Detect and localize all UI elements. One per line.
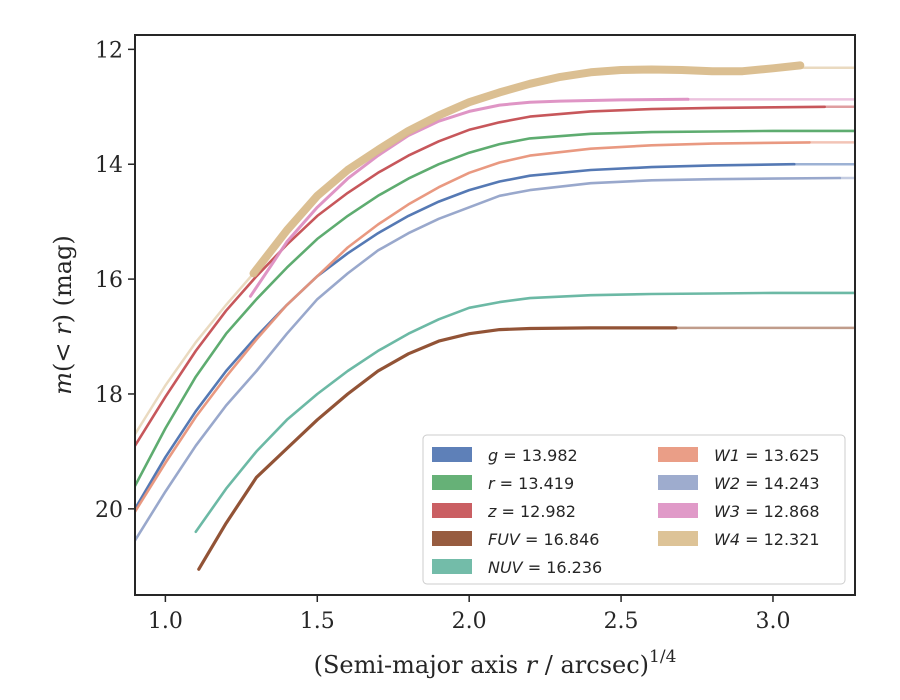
legend-item-w1: W1 = 13.625 <box>658 446 820 465</box>
legend-label: W1 = 13.625 <box>714 446 820 465</box>
legend-item-w4: W4 = 12.321 <box>658 530 820 549</box>
x-tick-label: 3.0 <box>755 609 790 634</box>
y-tick-label: 12 <box>95 38 123 63</box>
x-axis-ticks: 1.0 1.5 2.0 2.5 3.0 <box>148 595 790 634</box>
legend-box <box>422 434 846 585</box>
x-tick-label: 2.0 <box>452 609 487 634</box>
legend-item-nuv: NUV = 16.236 <box>432 558 602 577</box>
legend-label: W3 = 12.868 <box>714 502 820 521</box>
series-layer <box>135 61 855 571</box>
series-w1 <box>135 141 855 513</box>
series-r <box>135 129 855 488</box>
legend-item-r: r = 13.419 <box>432 474 574 493</box>
y-axis-label: m(< r) (mag) <box>49 235 77 395</box>
series-fuv-line <box>197 326 678 571</box>
legend-label: W2 = 14.243 <box>714 474 820 493</box>
legend-swatch <box>658 475 698 490</box>
series-z <box>135 105 855 447</box>
series-w2-line <box>135 176 842 542</box>
legend-item-w3: W3 = 12.868 <box>658 502 820 521</box>
series-w3 <box>248 97 855 298</box>
legend-item-z: z = 12.982 <box>432 502 576 521</box>
x-tick-label: 2.5 <box>604 609 639 634</box>
legend-swatch <box>432 531 472 546</box>
series-g-line <box>135 162 796 511</box>
legend-swatch <box>658 447 698 462</box>
series-w1-line <box>135 141 811 513</box>
y-tick-label: 18 <box>95 383 123 408</box>
legend-item-g: g = 13.982 <box>432 446 578 465</box>
legend-label: FUV = 16.846 <box>488 530 599 549</box>
series-w4-line <box>249 61 805 278</box>
legend-label: g = 13.982 <box>488 446 578 465</box>
legend-label: r = 13.419 <box>488 474 574 493</box>
legend-swatch <box>658 503 698 518</box>
x-tick-label: 1.0 <box>148 609 183 634</box>
legend: g = 13.982 r = 13.419 z = 12.982 FUV = 16.8… <box>422 434 846 585</box>
axes-frame <box>134 34 856 596</box>
x-tick-label: 1.5 <box>300 609 335 634</box>
series-z-line <box>135 105 826 447</box>
x-axis-label: (Semi-major axis r / arcsec)1/4 <box>314 647 677 679</box>
series-g <box>135 162 855 511</box>
series-nuv-line <box>194 291 855 534</box>
legend-label: W4 = 12.321 <box>714 530 820 549</box>
legend-swatch <box>432 559 472 574</box>
legend-label: z = 12.982 <box>487 502 576 521</box>
series-w4 <box>135 61 855 436</box>
legend-swatch <box>432 475 472 490</box>
legend-swatch <box>658 531 698 546</box>
y-tick-label: 14 <box>95 153 123 178</box>
legend-label: NUV = 16.236 <box>488 558 602 577</box>
y-axis-ticks: 12 14 16 18 20 <box>95 38 135 523</box>
series-w4-inner-extension <box>135 272 255 436</box>
legend-swatch <box>432 503 472 518</box>
series-r-line <box>135 129 855 488</box>
y-tick-label: 16 <box>95 268 123 293</box>
series-nuv <box>194 291 855 534</box>
y-tick-label: 20 <box>95 498 123 523</box>
series-fuv <box>197 326 855 571</box>
series-w3-line <box>248 97 690 298</box>
legend-item-fuv: FUV = 16.846 <box>432 530 599 549</box>
series-w2 <box>135 176 855 542</box>
legend-item-w2: W2 = 14.243 <box>658 474 820 493</box>
legend-swatch <box>432 447 472 462</box>
